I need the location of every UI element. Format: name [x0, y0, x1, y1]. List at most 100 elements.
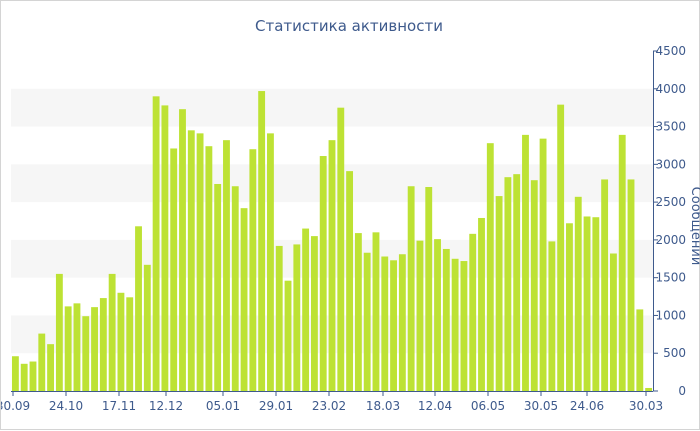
bar [108, 273, 116, 391]
bar [196, 133, 204, 392]
bar [337, 107, 345, 392]
bar [117, 292, 125, 391]
bar [267, 133, 274, 392]
bar [583, 216, 591, 391]
bar [214, 183, 222, 391]
bar [363, 252, 371, 391]
bar [258, 91, 266, 391]
bar [126, 297, 134, 391]
bar [11, 356, 19, 391]
bar [73, 303, 81, 391]
bar [346, 171, 354, 391]
bar [627, 179, 635, 391]
bar [284, 280, 292, 391]
y-tick-label: 3000 [655, 157, 686, 171]
bar [618, 134, 626, 391]
bar [486, 143, 494, 391]
y-axis-ticks: 0 500 1000 1500 2000 2500 3000 3500 4000 4500 [653, 44, 686, 398]
bar [495, 196, 503, 391]
bar [187, 130, 195, 391]
x-tick-label: 30.03 [629, 399, 663, 413]
bar [170, 148, 178, 391]
bar [416, 240, 424, 391]
bar [425, 187, 433, 391]
y-tick-label: 4000 [655, 82, 686, 96]
bar [434, 239, 441, 391]
bar [372, 232, 380, 391]
x-axis-ticks: 30.09 24.10 17.11 12.12 05.01 29.01 23.02 18.03… [1, 391, 663, 413]
bar [390, 260, 397, 391]
x-tick-label: 05.01 [206, 399, 240, 413]
grid-band [11, 88, 653, 127]
bar [469, 233, 477, 391]
bars [11, 91, 653, 392]
bar [179, 109, 186, 392]
x-tick-label: 12.04 [418, 399, 452, 413]
chart-title: Статистика активности [255, 17, 443, 35]
y-tick-label: 500 [663, 346, 686, 360]
bar [38, 333, 46, 391]
bar [557, 104, 565, 391]
bar [135, 226, 142, 391]
bar [513, 174, 521, 391]
bar [29, 361, 37, 391]
bar [609, 253, 617, 391]
bar [205, 146, 213, 391]
bar [99, 298, 107, 391]
bar [319, 156, 327, 391]
bar [398, 254, 406, 391]
bar [451, 258, 459, 391]
bar [381, 256, 389, 391]
bar [82, 316, 90, 391]
bar [64, 306, 72, 391]
bar [293, 244, 301, 391]
x-tick-label: 29.01 [259, 399, 293, 413]
bar [636, 309, 644, 391]
bar [478, 217, 485, 391]
bar [249, 149, 257, 391]
y-tick-label: 1000 [655, 308, 686, 322]
y-tick-label: 4500 [655, 44, 686, 58]
bar [574, 196, 582, 391]
bar [275, 245, 283, 391]
bar [407, 186, 415, 391]
bar [152, 96, 160, 391]
bar [592, 217, 600, 391]
bar [47, 344, 55, 391]
y-tick-label: 2500 [655, 195, 686, 209]
x-tick-label: 12.12 [149, 399, 183, 413]
bar [310, 236, 318, 391]
bar [504, 177, 512, 391]
bar [302, 228, 310, 391]
x-tick-label: 30.05 [524, 399, 558, 413]
bar [566, 223, 573, 391]
bar [530, 180, 538, 391]
bar [55, 273, 63, 391]
bar [161, 105, 169, 392]
y-tick-label: 3500 [655, 120, 686, 134]
x-tick-label: 18.03 [366, 399, 400, 413]
x-tick-label: 30.09 [1, 399, 30, 413]
bar [143, 264, 151, 391]
x-tick-label: 06.05 [471, 399, 505, 413]
bar [548, 241, 556, 391]
x-tick-label: 24.06 [570, 399, 604, 413]
bar [231, 186, 239, 391]
bar [240, 208, 248, 391]
x-tick-label: 23.02 [312, 399, 346, 413]
axes [11, 51, 654, 392]
bar [442, 248, 450, 391]
bar [91, 307, 98, 391]
bar [328, 140, 336, 391]
y-axis-label: Сообщений [688, 187, 700, 266]
bar [539, 138, 547, 391]
bar [645, 387, 653, 391]
bar [460, 261, 468, 391]
bar [601, 179, 609, 391]
bar [522, 134, 529, 391]
bar [223, 140, 230, 391]
x-tick-label: 17.11 [102, 399, 136, 413]
x-tick-label: 24.10 [49, 399, 83, 413]
